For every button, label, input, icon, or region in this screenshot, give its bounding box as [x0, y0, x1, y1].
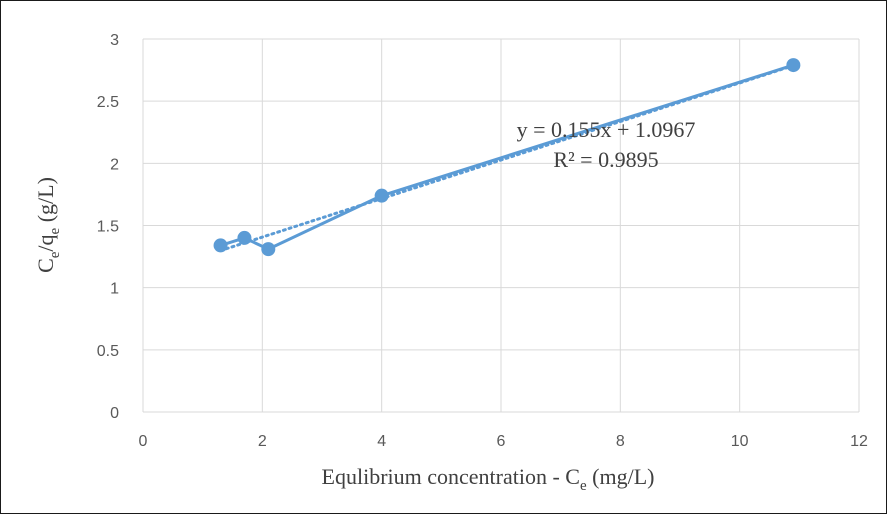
x-tick-label: 6 [497, 433, 506, 450]
x-tick-label: 2 [258, 433, 267, 450]
grid-lines [142, 38, 860, 413]
data-point [237, 230, 252, 245]
data-point [786, 58, 801, 73]
x-axis-title-sub: e [580, 478, 587, 494]
trendline-equation: y = 0.155x + 1.0967 [517, 117, 696, 142]
tick-labels: 0 2 4 6 8 10 12 0 0.5 1 1.5 2 2.5 3 [97, 32, 868, 450]
x-tick-label: 4 [377, 433, 386, 450]
x-axis-title: Equlibrium concentration - Ce (mg/L) [322, 464, 655, 494]
x-tick-label: 10 [731, 433, 749, 450]
y-tick-label: 2 [110, 156, 119, 173]
x-tick-label: 8 [616, 433, 625, 450]
y-tick-label: 0.5 [97, 343, 119, 360]
y-axis-title-c-sub: e [47, 251, 63, 258]
trendline-layer [219, 64, 795, 253]
y-axis-title-c: C [33, 258, 58, 273]
y-tick-label: 3 [110, 32, 119, 49]
y-axis-title: Ce/qe (g/L) [33, 177, 63, 273]
y-axis-title-q-sub: e [47, 227, 63, 234]
data-point [213, 238, 228, 253]
y-tick-label: 2.5 [97, 94, 119, 111]
y-tick-label: 1.5 [97, 219, 119, 236]
y-axis-title-slash: /q [33, 234, 58, 251]
data-point [261, 242, 276, 257]
series-layer [213, 58, 801, 257]
x-tick-label: 0 [139, 433, 148, 450]
y-tick-label: 0 [110, 405, 119, 422]
y-axis-title-tail: (g/L) [33, 177, 58, 228]
x-axis-title-tail: (mg/L) [587, 464, 655, 489]
x-tick-label: 12 [850, 433, 868, 450]
trendline-r-squared: R² = 0.9895 [553, 147, 658, 172]
trendline [219, 64, 795, 253]
data-point [374, 188, 389, 203]
y-tick-label: 1 [110, 281, 119, 298]
x-axis-title-main: Equlibrium concentration - C [322, 464, 580, 489]
